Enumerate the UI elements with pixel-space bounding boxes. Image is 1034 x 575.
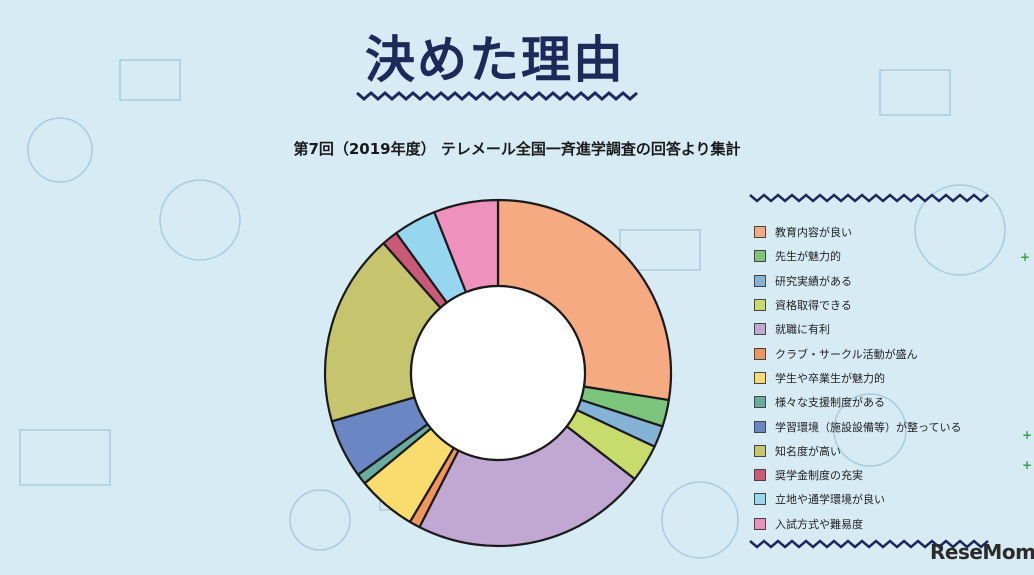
legend-items: 教育内容が良い 先生が魅力的 研究実績がある 資格取得できる 就職に有利クラブ・サークル…: [754, 220, 961, 536]
legend-item: 知名度が高い: [754, 439, 961, 463]
legend-label: 就職に有利: [775, 323, 830, 337]
legend-item: 学生や卒業生が魅力的: [754, 366, 961, 390]
legend-label: クラブ・サークル活動が盛ん: [775, 347, 918, 361]
legend-label: 学習環境（施設設備等）が整っている: [775, 420, 962, 434]
legend-swatch: [754, 517, 766, 530]
doodle-shape: [159, 179, 241, 261]
legend: 教育内容が良い 先生が魅力的 研究実績がある 資格取得できる 就職に有利クラブ・サークル…: [748, 186, 1034, 556]
legend-item: 教育内容が良い: [754, 220, 961, 244]
legend-swatch: [754, 396, 766, 409]
legend-swatch: [754, 469, 766, 482]
doodle-shape: [19, 429, 111, 486]
legend-label: 先生が魅力的: [775, 250, 841, 264]
plus-mark: +: [1022, 458, 1033, 472]
legend-swatch: [754, 226, 766, 239]
doodle-shape: [27, 117, 93, 183]
legend-swatch: [754, 347, 766, 360]
legend-label: 様々な支援制度がある: [775, 396, 885, 410]
legend-wave-borders: [749, 193, 989, 549]
logo-wave-underline: [356, 91, 638, 101]
doodle-shape: [914, 184, 1006, 276]
legend-swatch: [754, 323, 766, 336]
legend-label: 研究実績がある: [775, 274, 852, 288]
legend-swatch: [754, 444, 766, 457]
legend-item: 先生が魅力的: [754, 244, 961, 268]
legend-label: 教育内容が良い: [775, 226, 852, 240]
legend-label: 資格取得できる: [775, 299, 852, 313]
doodle-shape: [289, 489, 351, 551]
legend-item: 奨学金制度の充実: [754, 463, 961, 487]
logo: 決めた理由: [355, 28, 645, 104]
legend-swatch: [754, 493, 766, 506]
legend-item: 学習環境（施設設備等）が整っている: [754, 414, 961, 438]
doodle-shape: [879, 69, 951, 116]
legend-label: 立地や通学環境が良い: [775, 493, 885, 507]
legend-swatch: [754, 250, 766, 263]
chart-subtitle: 第7回（2019年度） テレメール全国一斉進学調査の回答より集計: [293, 140, 741, 158]
plus-mark: +: [1022, 428, 1033, 442]
doodle-shape: [661, 481, 739, 559]
legend-item: 立地や通学環境が良い: [754, 487, 961, 511]
legend-label: 奨学金制度の充実: [775, 469, 863, 483]
plus-mark: +: [1020, 250, 1031, 264]
legend-swatch: [754, 371, 766, 384]
legend-item: 様々な支援制度がある: [754, 390, 961, 414]
legend-item: 就職に有利: [754, 317, 961, 341]
legend-label: 知名度が高い: [775, 444, 841, 458]
legend-swatch: [754, 299, 766, 312]
legend-item: 研究実績がある: [754, 269, 961, 293]
legend-item: クラブ・サークル活動が盛ん: [754, 341, 961, 365]
brand-logo: ReseMom: [930, 540, 1034, 564]
legend-swatch: [754, 274, 766, 287]
legend-item: 入試方式や難易度: [754, 512, 961, 536]
logo-text: 決めた理由: [365, 31, 625, 89]
legend-item: 資格取得できる: [754, 293, 961, 317]
legend-swatch: [754, 420, 766, 433]
doodle-shape: [119, 59, 181, 101]
legend-label: 入試方式や難易度: [775, 517, 863, 531]
legend-label: 学生や卒業生が魅力的: [775, 371, 885, 385]
doodle-shape: [833, 393, 907, 467]
donut-hole: [409, 284, 587, 462]
